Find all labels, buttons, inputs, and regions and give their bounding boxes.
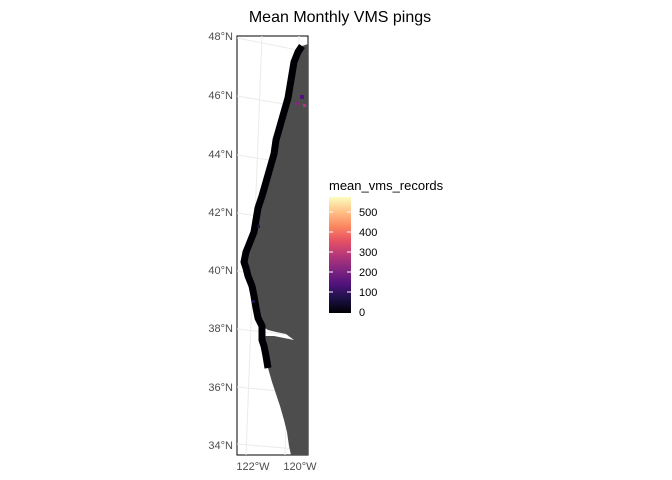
- x-tick-label: 120°W: [283, 461, 317, 473]
- vms-hotspots: [252, 95, 306, 303]
- y-tick-label: 48°N: [208, 31, 233, 43]
- y-tick-label: 40°N: [208, 265, 233, 277]
- legend-tick-label: 400: [359, 227, 377, 239]
- vms-cell: [296, 102, 299, 105]
- vms-cell: [252, 300, 255, 303]
- y-tick-label: 36°N: [208, 382, 233, 394]
- vms-cell: [300, 95, 304, 99]
- y-tick-label: 38°N: [208, 323, 233, 335]
- legend-tick-label: 0: [359, 307, 365, 319]
- legend-tick-label: 500: [359, 207, 377, 219]
- land-mass: [244, 44, 308, 455]
- legend-title: mean_vms_records: [329, 178, 444, 193]
- vms-cell: [257, 225, 260, 228]
- legend: mean_vms_records: [329, 178, 444, 319]
- y-tick-label: 42°N: [208, 207, 233, 219]
- x-axis: 122°W 120°W: [236, 461, 317, 473]
- legend-tick-label: 200: [359, 267, 377, 279]
- map-panel: [236, 35, 309, 456]
- legend-ticks: [329, 211, 351, 293]
- vms-cell: [303, 104, 306, 107]
- vms-coastal-band: [240, 44, 305, 369]
- y-tick-label: 34°N: [208, 440, 233, 452]
- y-tick-label: 44°N: [208, 149, 233, 161]
- map-title: Mean Monthly VMS pings: [249, 9, 431, 26]
- legend-tick-label: 100: [359, 287, 377, 299]
- y-axis: 48°N 46°N 44°N 42°N 40°N 38°N 36°N 34°N: [208, 31, 233, 452]
- x-tick-label: 122°W: [236, 461, 270, 473]
- y-tick-label: 46°N: [208, 90, 233, 102]
- legend-tick-label: 300: [359, 247, 377, 259]
- legend-colorbar: [329, 197, 351, 313]
